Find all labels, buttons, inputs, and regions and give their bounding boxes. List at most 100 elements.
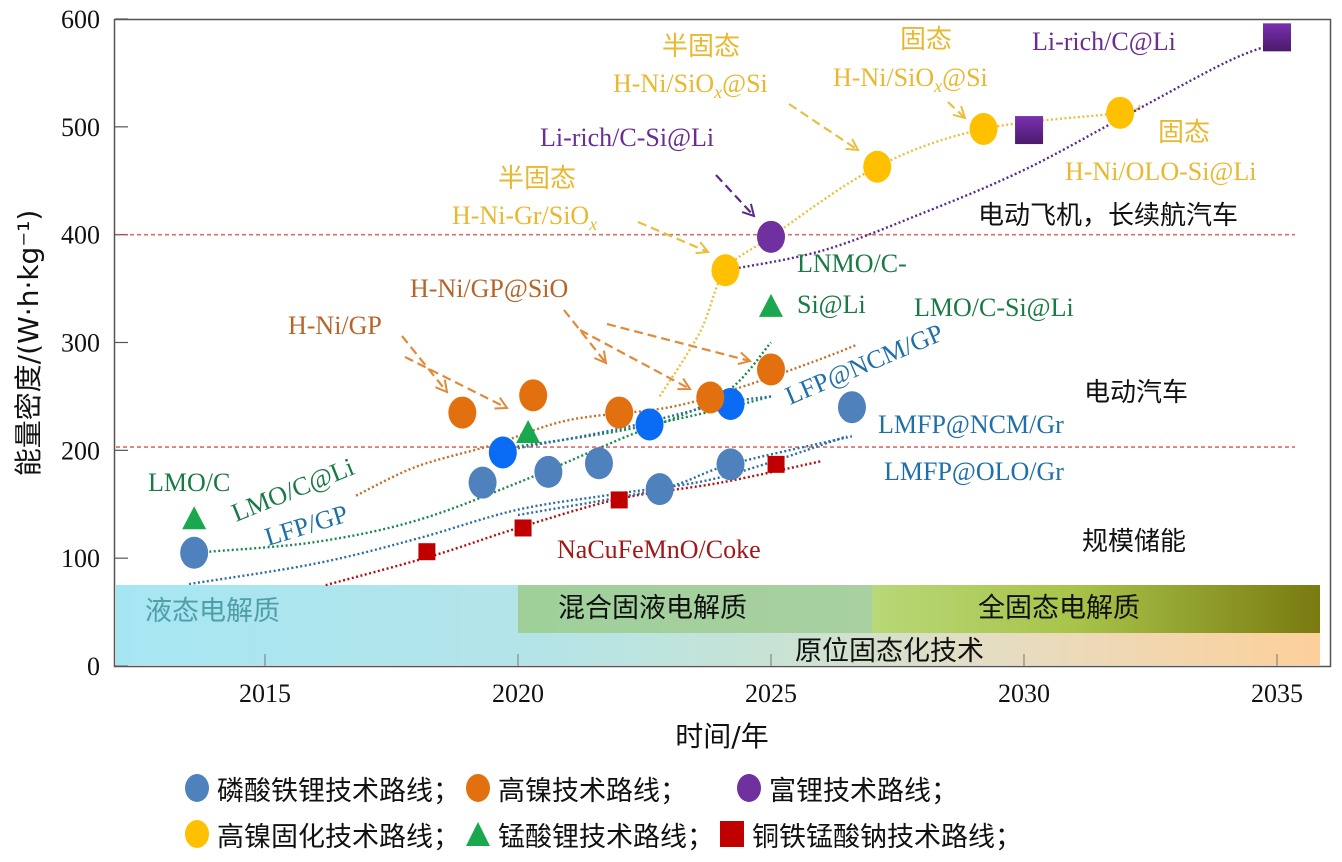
x-tick-label: 2025: [745, 679, 797, 708]
data-point-square: [610, 491, 628, 509]
data-point-circle: [180, 536, 209, 569]
data-point-triangle: [182, 506, 207, 530]
trend-line: [725, 41, 1278, 272]
legend-item-li-rich: 富锂技术路线；: [737, 769, 958, 808]
data-point-circle: [645, 473, 674, 506]
annotation-solid-1: 固态: [900, 25, 952, 55]
annotation-nacufemno-coke: NaCuFeMnO/Coke: [557, 535, 761, 564]
arrow-h-ni-gp-sio-2: [579, 329, 690, 389]
trend-line: [188, 435, 848, 586]
legend-label: 高镍固化技术路线；: [217, 821, 460, 853]
data-point-square: [767, 455, 785, 473]
annotation-arrows: [401, 101, 965, 408]
x-tick-label: 2030: [998, 679, 1050, 708]
legend-item-high-ni: 高镍技术路线；: [466, 769, 687, 808]
data-point-circle: [534, 455, 563, 488]
trend-line: [658, 104, 1142, 398]
annotation-h-ni-olo-si-li: H-Ni/OLO-Si@Li: [1065, 157, 1256, 186]
annotation-h-ni-gp: H-Ni/GP: [288, 311, 382, 340]
data-point-triangle: [759, 293, 783, 317]
x-tick-label: 2015: [239, 679, 291, 708]
data-point-circle: [635, 408, 664, 441]
data-point-square: [1015, 116, 1044, 145]
y-tick-label: 200: [61, 436, 100, 465]
legend-row-2: 高镍固化技术路线； 锰酸锂技术路线； 铜铁锰酸钠技术路线；: [185, 811, 1030, 857]
arrow-h-ni-gr-siox: [637, 220, 708, 252]
annotation-h-ni-gr-siox: H-Ni-Gr/SiOx: [452, 201, 597, 234]
band-label-mixed: 混合固液电解质: [558, 593, 747, 624]
band-label-insitu: 原位固态化技术: [795, 636, 984, 667]
y-axis-title: 能量密度/(W·h·kg⁻¹): [12, 210, 45, 477]
data-point-circle: [519, 379, 548, 412]
legend-label: 铜铁锰酸钠技术路线；: [752, 821, 1022, 853]
arrow-li-rich-c-si-li: [715, 174, 754, 216]
data-point-circle: [837, 391, 866, 424]
legend-item-sodium: 铜铁锰酸钠技术路线；: [720, 815, 1022, 854]
data-markers: [180, 23, 1291, 569]
y-tick-label: 300: [61, 329, 100, 358]
x-tick-label: 2035: [1251, 679, 1303, 708]
data-point-circle: [1106, 96, 1135, 129]
legend-item-high-ni-solid: 高镍固化技术路线；: [185, 815, 460, 854]
data-point-circle: [716, 448, 745, 481]
y-tick-label: 100: [61, 544, 100, 573]
legend-label: 富锂技术路线；: [769, 775, 958, 807]
legend-label: 锰酸锂技术路线；: [498, 821, 714, 853]
region-label-aircraft: 电动飞机，长续航汽车: [978, 201, 1238, 231]
data-point-circle: [468, 466, 497, 499]
circle-marker-icon: [185, 820, 209, 848]
annotation-lmfp-olo-gr: LMFP@OLO/Gr: [884, 457, 1064, 486]
annotation-lfp-ncm-gp: LFP@NCM/GP: [781, 318, 947, 411]
annotation-lmo-c-si-li: LMO/C-Si@Li: [914, 293, 1074, 322]
annotation-h-ni-gp-sio: H-Ni/GP@SiO: [410, 274, 568, 303]
arrow-semi-h-ni-siox-si: [788, 103, 858, 150]
band-solid: [872, 585, 1320, 633]
data-point-circle: [696, 381, 725, 414]
annotation-si-li: Si@Li: [797, 290, 866, 319]
trend-line: [517, 435, 853, 517]
data-point-square: [514, 519, 532, 537]
arrow-solid-h-ni-siox-si: [947, 101, 965, 118]
band-label-solid: 全固态电解质: [978, 593, 1140, 624]
circle-marker-icon: [466, 774, 490, 802]
annotation-lmfp-ncm-gr: LMFP@NCM/Gr: [878, 410, 1064, 439]
data-point-triangle: [516, 420, 541, 444]
data-point-circle: [969, 112, 998, 145]
ticks: 0 100 200 300 400 500 600 2015 2020 2025 2030 2035: [61, 5, 1303, 708]
trend-line: [325, 459, 822, 587]
data-point-circle: [605, 396, 634, 429]
annotation-lmo-c: LMO/C: [148, 468, 230, 497]
data-point-circle: [584, 447, 613, 480]
data-point-circle: [863, 150, 892, 183]
annotation-semi-solid-1: 半固态: [498, 164, 576, 194]
annotation-h-ni-siox-si-1: H-Ni/SiOx@Si: [613, 69, 768, 102]
y-tick-label: 0: [87, 652, 100, 681]
square-marker-icon: [720, 821, 744, 847]
region-label-ev: 电动汽车: [1084, 378, 1188, 408]
annotation-semi-solid-2: 半固态: [662, 32, 740, 62]
y-tick-label: 500: [61, 113, 100, 142]
arrow-h-ni-gp-1: [401, 335, 447, 392]
circle-marker-icon: [737, 774, 761, 802]
annotations: LMO/C LMO/C@Li LFP/GP H-Ni/GP H-Ni/GP@Si…: [148, 25, 1256, 564]
band-mixed: [518, 585, 872, 633]
data-point-square: [418, 543, 436, 561]
reference-lines: [116, 233, 1295, 448]
data-point-circle: [757, 353, 785, 386]
electrolyte-bands: 液态电解质 混合固液电解质 全固态电解质 原位固态化技术: [116, 585, 1320, 667]
annotation-lnmo-c: LNMO/C-: [797, 249, 907, 278]
plot-frame: [113, 18, 1332, 668]
band-label-liquid: 液态电解质: [145, 596, 280, 627]
annotation-li-rich-c-si-li: Li-rich/C-Si@Li: [540, 123, 714, 152]
legend-item-lmo: 锰酸锂技术路线；: [466, 815, 714, 854]
data-point-square: [1263, 23, 1291, 52]
legend-row-1: 磷酸铁锂技术路线； 高镍技术路线； 富锂技术路线；: [185, 765, 1030, 811]
legend-label: 高镍技术路线；: [498, 775, 687, 807]
annotation-solid-2: 固态: [1158, 118, 1210, 148]
annotation-h-ni-siox-si-2: H-Ni/SiOx@Si: [833, 63, 988, 96]
data-point-circle: [488, 436, 517, 469]
arrow-h-ni-gp-sio-3: [606, 322, 750, 361]
legend-item-lfp: 磷酸铁锂技术路线；: [185, 769, 460, 808]
x-tick-label: 2020: [492, 679, 544, 708]
x-axis-title: 时间/年: [675, 720, 768, 753]
